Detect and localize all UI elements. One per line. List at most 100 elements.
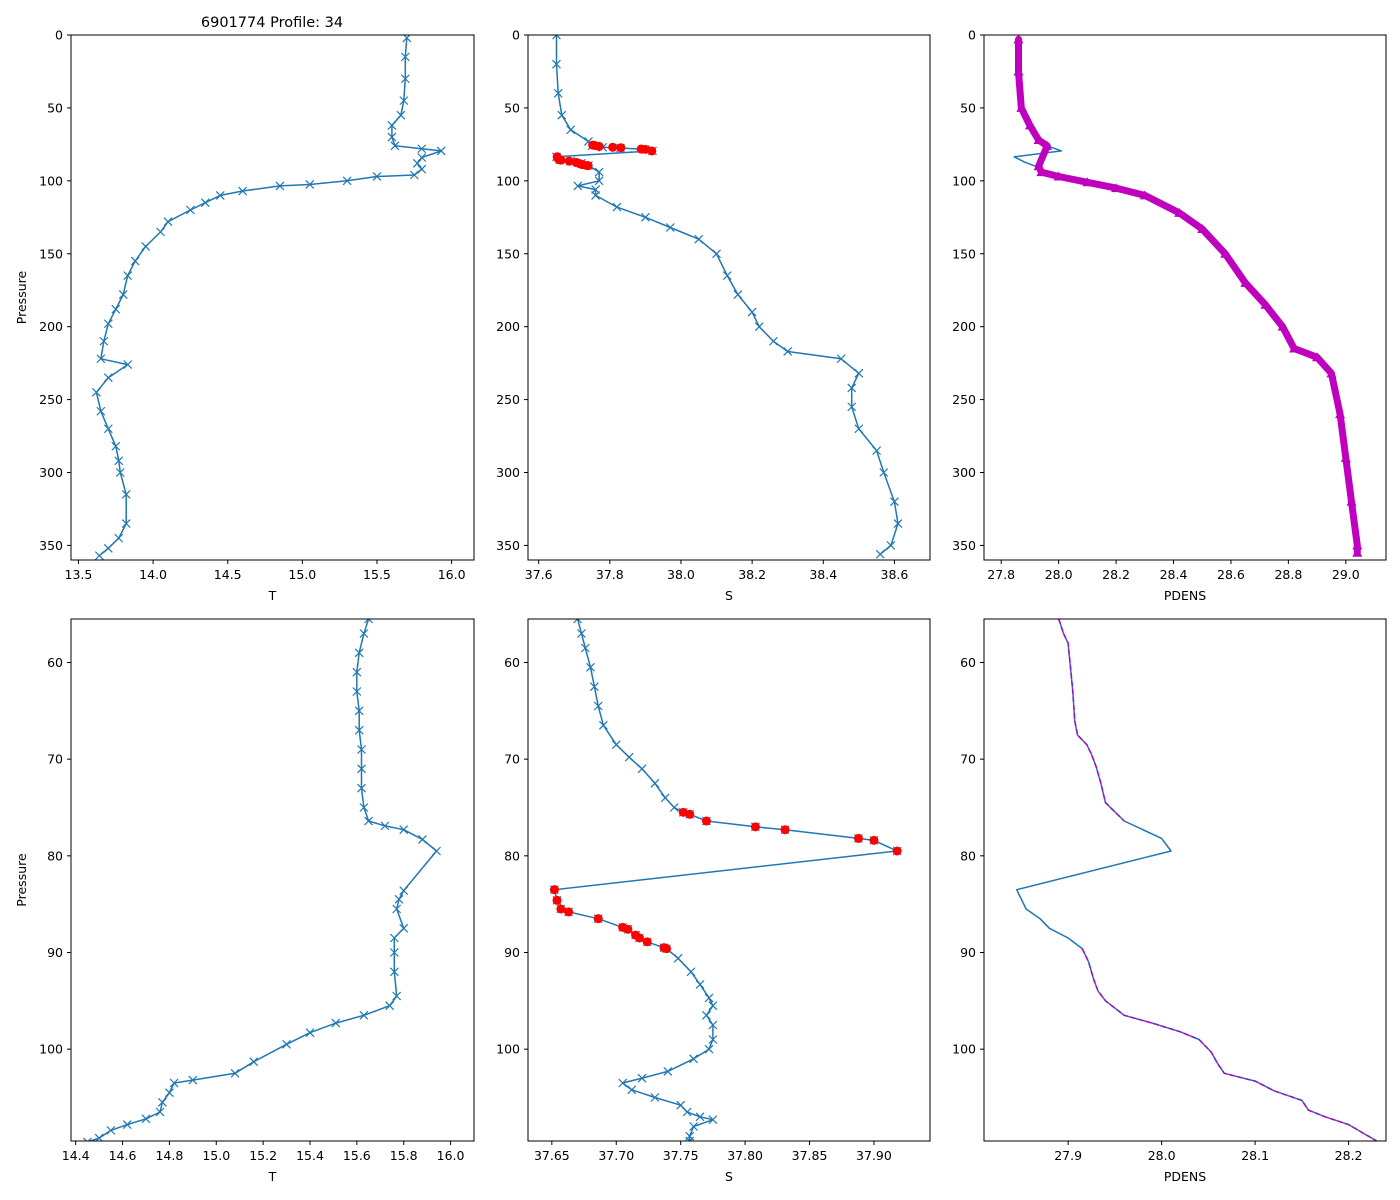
- data-point: [354, 706, 364, 716]
- data-point: [436, 146, 446, 156]
- data-point: [892, 846, 902, 856]
- data-point: [114, 533, 124, 543]
- data-point: [634, 933, 644, 943]
- data-point: [400, 52, 410, 62]
- data-point: [660, 793, 670, 803]
- data-point: [354, 725, 364, 735]
- data-point: [352, 667, 362, 677]
- data-point: [249, 1057, 259, 1067]
- x-axis-label: PDENS: [1164, 1169, 1206, 1184]
- data-point: [200, 198, 210, 208]
- chart-panel-2: 37.6 37.8 38.0 38.2 38.4 38.6 0 50 100 150 200 250 3…: [496, 28, 931, 603]
- data-point: [624, 752, 634, 762]
- data-point: [123, 271, 133, 281]
- data-point: [650, 778, 660, 788]
- data-point: [399, 825, 409, 835]
- data-point: [780, 825, 790, 835]
- data-point: [594, 167, 604, 177]
- data-point: [121, 519, 131, 528]
- y-tick-label: 150: [952, 246, 976, 261]
- data-point: [695, 1112, 705, 1122]
- series-pdens-line: [1013, 39, 1359, 546]
- x-tick-label: 28.4: [1160, 567, 1188, 582]
- data-point: [747, 307, 757, 317]
- data-point: [689, 1054, 698, 1064]
- data-point: [169, 1078, 179, 1088]
- x-tick-label: 28.1: [1241, 1148, 1269, 1163]
- x-tick-label: 15.2: [249, 1148, 277, 1163]
- data-point: [673, 953, 683, 963]
- data-point: [694, 234, 704, 244]
- x-tick-label: 14.0: [139, 567, 167, 582]
- data-point: [556, 904, 566, 914]
- data-point: [103, 543, 113, 553]
- data-point: [573, 181, 583, 191]
- y-tick-label: 80: [960, 848, 976, 863]
- x-tick-label: 38.0: [667, 567, 695, 582]
- x-tick-label: 16.0: [437, 1148, 465, 1163]
- plot-area: [1013, 35, 1363, 557]
- data-point: [686, 967, 696, 977]
- data-point: [432, 846, 441, 856]
- y-axis-label: Pressure: [14, 271, 29, 325]
- x-tick-label: 37.8: [596, 567, 624, 582]
- data-point: [593, 701, 603, 711]
- data-point: [553, 88, 563, 98]
- data-point: [141, 1114, 151, 1124]
- data-point: [412, 158, 422, 168]
- data-point: [156, 227, 165, 237]
- y-tick-label: 60: [960, 655, 976, 670]
- data-point: [389, 967, 399, 977]
- data-point: [637, 1073, 647, 1083]
- data-point: [556, 155, 566, 165]
- data-point: [282, 1039, 291, 1049]
- data-point: [342, 176, 352, 186]
- data-point: [552, 59, 561, 69]
- data-point: [594, 176, 604, 186]
- x-tick-label: 15.0: [288, 567, 316, 582]
- data-point: [400, 74, 410, 84]
- series-line: [95, 37, 442, 557]
- data-point: [623, 924, 633, 934]
- y-tick-label: 50: [504, 100, 520, 115]
- data-point: [618, 1078, 628, 1088]
- data-point: [372, 172, 382, 181]
- data-point: [847, 383, 857, 393]
- y-tick-label: 50: [47, 100, 63, 115]
- data-point: [642, 937, 652, 947]
- data-point: [682, 1107, 692, 1117]
- data-point: [409, 170, 419, 180]
- y-tick-label: 70: [960, 752, 976, 767]
- axes-frame: [983, 34, 1387, 561]
- data-point: [640, 212, 650, 222]
- y-tick-label: 150: [496, 246, 520, 261]
- series-line: [553, 619, 898, 1141]
- x-axis-label: PDENS: [1164, 588, 1206, 603]
- y-tick-label: 100: [39, 1042, 63, 1057]
- x-tick-label: 14.6: [109, 1148, 137, 1163]
- data-point: [708, 1035, 718, 1044]
- data-point: [359, 629, 369, 638]
- series-s: [552, 35, 903, 559]
- data-point: [593, 914, 603, 924]
- y-tick-label: 0: [968, 28, 976, 43]
- x-tick-label: 37.80: [727, 1148, 763, 1163]
- data-point: [589, 682, 599, 692]
- data-point: [387, 120, 397, 130]
- y-tick-label: 100: [496, 173, 520, 188]
- y-tick-label: 0: [55, 28, 63, 43]
- data-point: [708, 1115, 718, 1125]
- data-point: [566, 125, 576, 135]
- data-point: [305, 1028, 315, 1038]
- data-point: [650, 1093, 660, 1102]
- y-tick-label: 90: [960, 945, 976, 960]
- data-point: [364, 816, 373, 826]
- data-point: [577, 629, 586, 638]
- data-point: [893, 519, 903, 528]
- data-point: [580, 643, 590, 653]
- y-tick-label: 100: [496, 1042, 520, 1057]
- data-point: [390, 141, 400, 151]
- data-point: [389, 933, 399, 943]
- data-point: [163, 217, 173, 227]
